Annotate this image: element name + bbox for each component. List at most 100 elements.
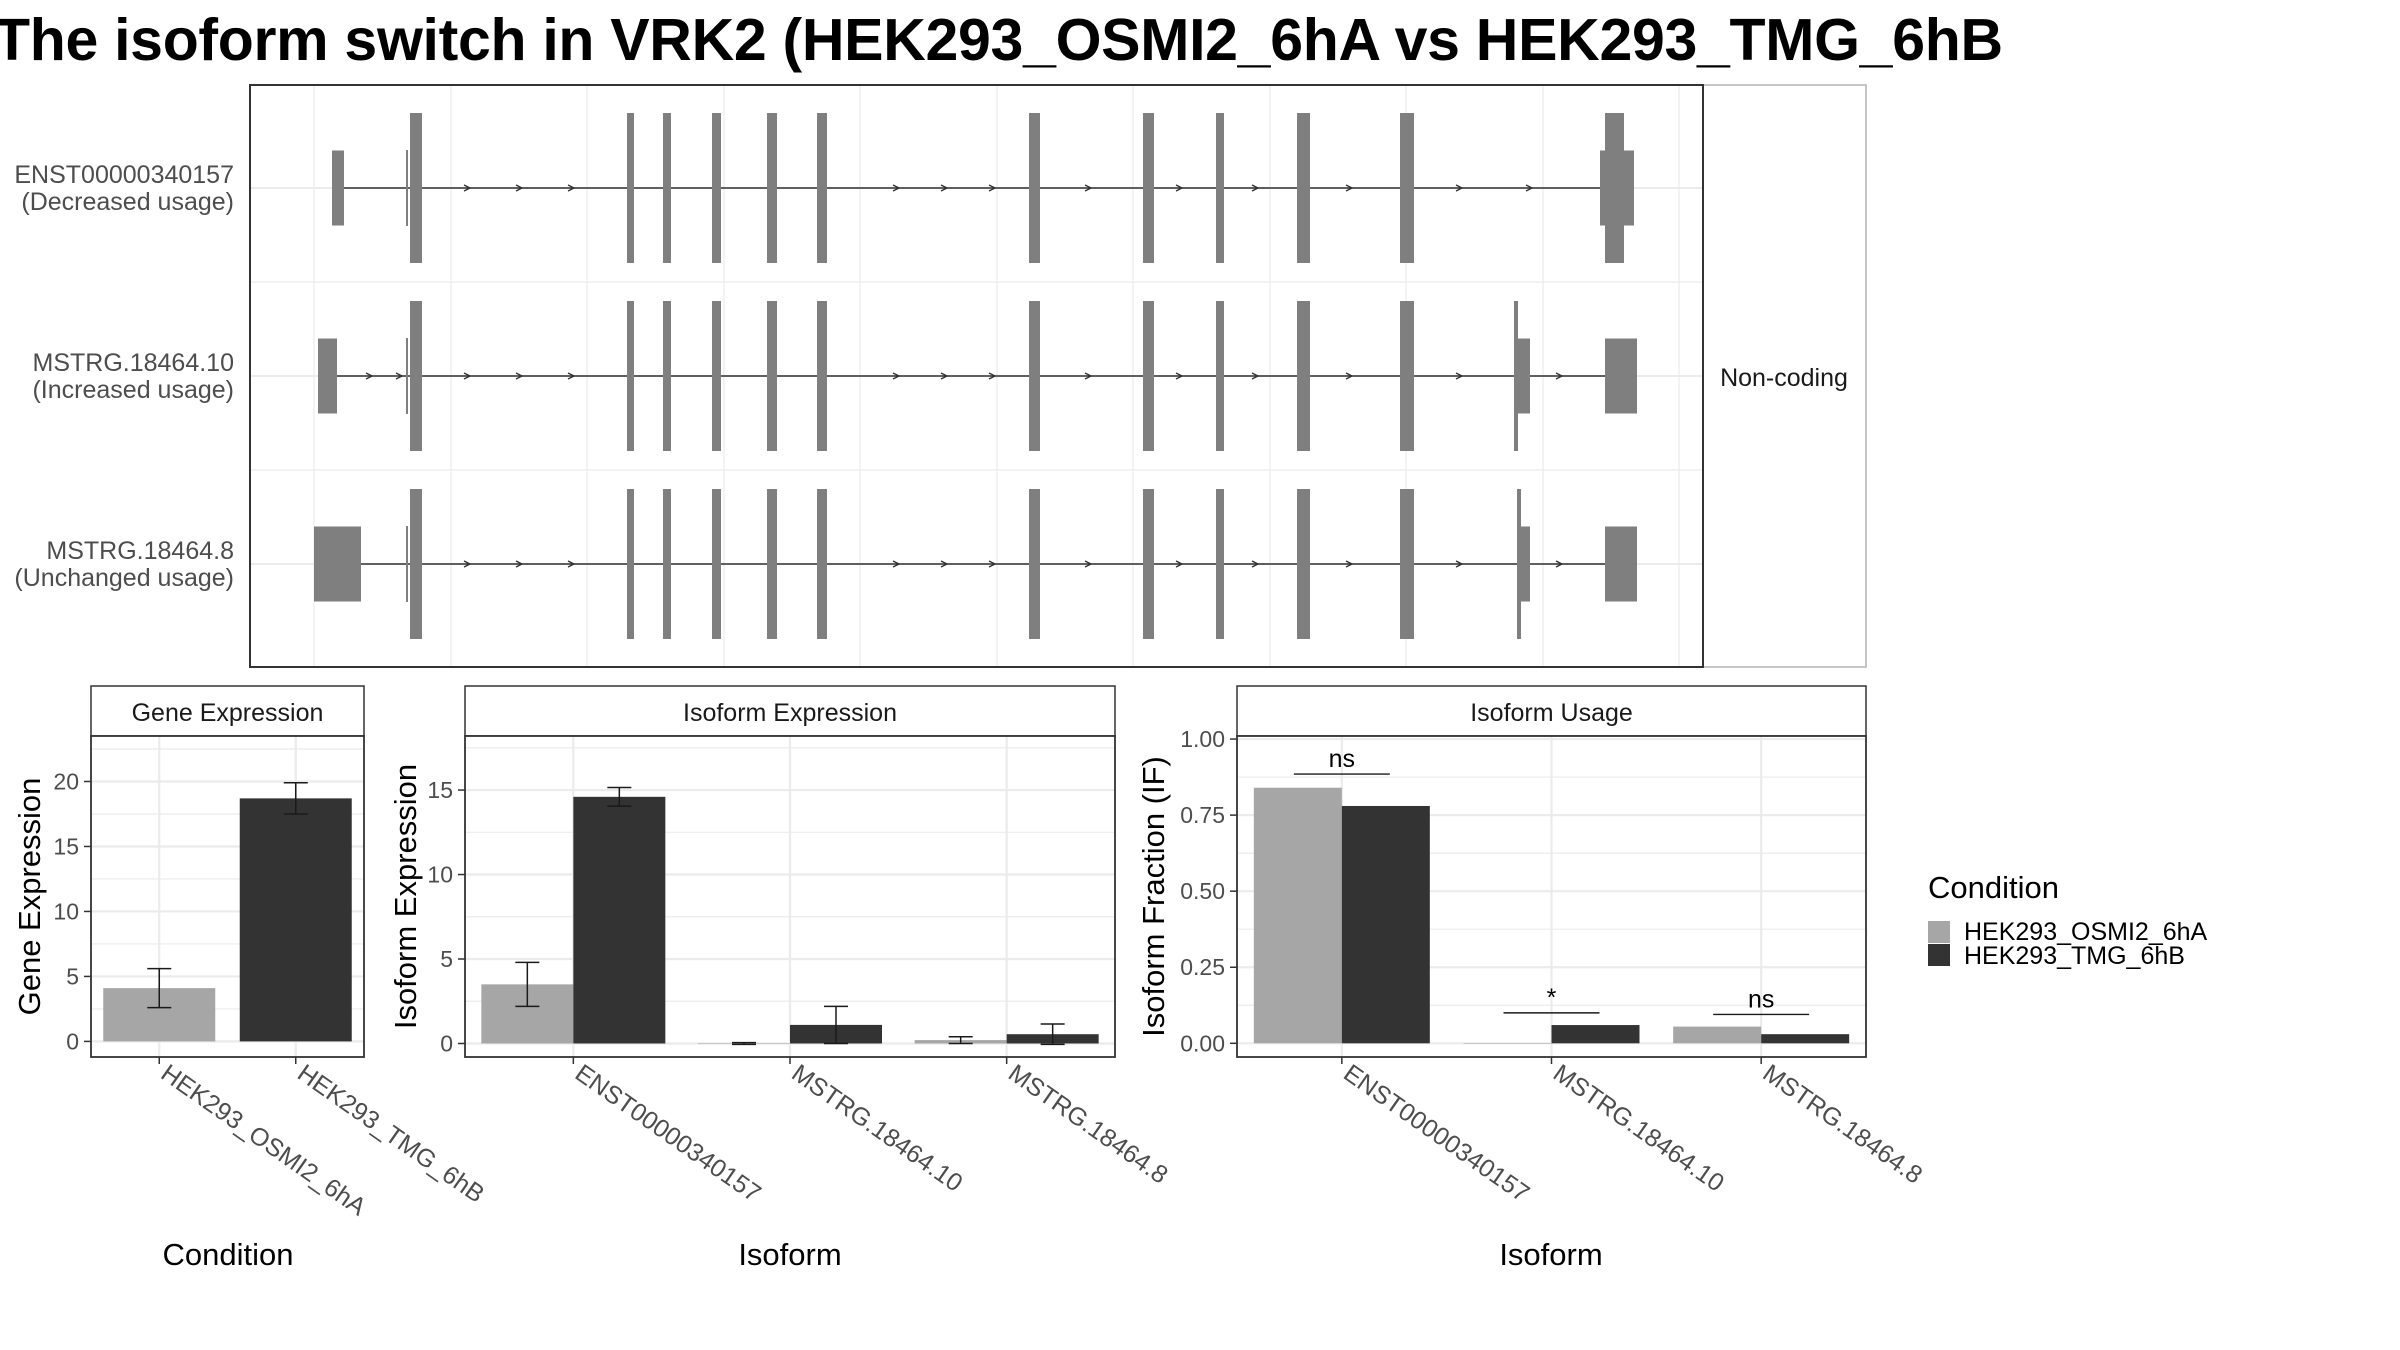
coding-exon [1216, 489, 1224, 639]
y-tick-label: 1.00 [1180, 726, 1225, 752]
coding-exon [712, 113, 721, 263]
coding-exon [1029, 113, 1040, 263]
significance-label: * [1547, 984, 1557, 1012]
x-tick-label: ENST00000340157 [570, 1059, 766, 1208]
error-bar [515, 961, 540, 1008]
strand-arrow [1555, 560, 1564, 568]
isoform-usage-panel: Isoform Usage ns * ns 0.00 0.25 0.50 0.75 1.00 EN… [1136, 685, 1927, 1272]
coding-exon [627, 489, 634, 639]
utr-exon [318, 338, 337, 414]
strand-arrow [567, 184, 576, 192]
panel-title: Isoform Usage [1470, 699, 1633, 727]
y-axis-title: Gene Expression [12, 778, 47, 1016]
utr-exon [1605, 526, 1637, 602]
legend-key-condition-a [1928, 921, 1950, 943]
coding-exon [1216, 113, 1224, 263]
y-tick-label: 0 [440, 1030, 453, 1056]
legend-label-condition-a: HEK293_OSMI2_6hA [1964, 918, 2208, 946]
x-axis-title: Isoform [738, 1237, 841, 1272]
legend-title: Condition [1928, 870, 2059, 905]
transcript-track-3 [314, 489, 1637, 639]
error-bar [824, 1005, 848, 1045]
error-bar [948, 1035, 973, 1045]
coding-exon [1514, 301, 1518, 451]
y-tick-label: 15 [53, 833, 79, 859]
x-tick-label: ENST00000340157 [1338, 1059, 1534, 1208]
transcript-labels: ENST00000340157 (Decreased usage) MSTRG.… [14, 161, 234, 592]
strand-arrow [1345, 372, 1354, 380]
strand-arrow [988, 372, 997, 380]
bar-HEK293_TMG_6hB [573, 796, 666, 1044]
coding-exon [410, 489, 422, 639]
strand-arrow [1555, 372, 1564, 380]
strand-arrow [515, 184, 524, 192]
strand-arrow [567, 560, 576, 568]
strand-arrow [463, 184, 472, 192]
x-axis-title: Isoform [1499, 1237, 1602, 1272]
panel-border [90, 735, 365, 1058]
x-tick-label: MSTRG.18464.8 [1003, 1059, 1173, 1190]
coding-exon [1029, 489, 1040, 639]
utr-exon [1518, 338, 1530, 414]
bar-HEK293_TMG_6hB [239, 798, 352, 1042]
y-tick-label: 5 [440, 946, 453, 972]
strand-arrow [1251, 560, 1260, 568]
coding-exon [767, 489, 777, 639]
coding-exon [410, 113, 422, 263]
y-axis-title: Isoform Expression [388, 764, 423, 1029]
coding-exon [767, 113, 777, 263]
coding-exon [712, 301, 721, 451]
error-bar [607, 786, 632, 807]
panel-title: Isoform Expression [683, 699, 897, 727]
y-tick-label: 0.50 [1180, 878, 1225, 904]
strand-arrow [892, 560, 901, 568]
strand-arrow [1175, 184, 1184, 192]
strand-arrow [395, 372, 404, 380]
coding-exon [1216, 301, 1224, 451]
transcript-label-2-usage: (Increased usage) [32, 376, 234, 404]
bar-HEK293_OSMI2_6hA [1673, 1026, 1762, 1044]
coding-exon [663, 113, 671, 263]
strand-arrow [940, 560, 949, 568]
x-tick-label: MSTRG.18464.10 [1548, 1059, 1729, 1198]
strand-arrow [515, 560, 524, 568]
y-tick-label: 0.00 [1180, 1030, 1225, 1056]
coding-exon [817, 489, 827, 639]
strand-arrow [940, 184, 949, 192]
strand-arrow [515, 372, 524, 380]
y-tick-label: 10 [53, 898, 79, 924]
panel-title: Gene Expression [132, 699, 324, 727]
y-tick-label: 10 [427, 862, 453, 888]
transcript-tracks [314, 113, 1637, 639]
coding-exon [1143, 301, 1154, 451]
strand-arrow [1455, 184, 1464, 192]
error-bar [147, 967, 172, 1009]
x-tick-label: MSTRG.18464.10 [787, 1059, 968, 1198]
significance-label: ns [1748, 985, 1774, 1013]
bar-HEK293_OSMI2_6hA [1463, 1043, 1552, 1044]
utr-exon [314, 526, 361, 602]
coding-exon [1297, 113, 1310, 263]
strand-arrow [892, 184, 901, 192]
bar-HEK293_OSMI2_6hA [1253, 787, 1342, 1044]
coding-exon [1029, 301, 1040, 451]
strand-arrow [1251, 184, 1260, 192]
coding-exon [410, 301, 422, 451]
y-tick-label: 20 [53, 768, 79, 794]
error-bar [1040, 1023, 1065, 1046]
transcript-label-1-usage: (Decreased usage) [21, 188, 234, 216]
transcript-track-1 [332, 113, 1634, 263]
error-bar [283, 782, 308, 815]
strand-arrow [988, 560, 997, 568]
coding-exon [817, 301, 827, 451]
facet-label-noncoding: Non-coding [1720, 364, 1848, 392]
error-bar [732, 1041, 756, 1046]
bar-HEK293_TMG_6hB [1341, 805, 1430, 1044]
gene-structure-panel: Non-coding ENST00000340157 (Decreased us… [14, 84, 1867, 668]
utr-exon [1520, 526, 1530, 602]
transcript-track-2 [318, 301, 1637, 451]
significance-label: ns [1329, 745, 1355, 773]
strand-arrow [1084, 560, 1093, 568]
coding-exon [1400, 301, 1414, 451]
x-axis-title: Condition [163, 1237, 294, 1272]
